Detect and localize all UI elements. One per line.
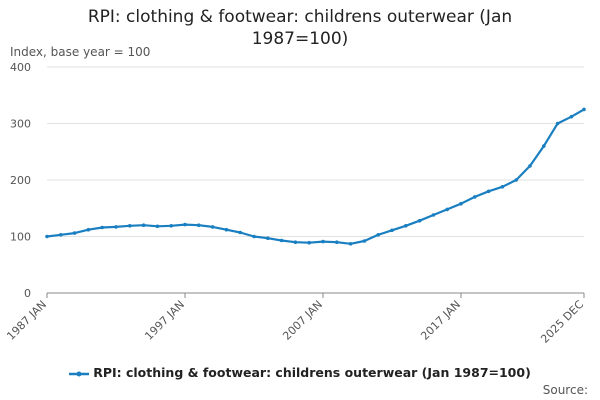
data-point — [45, 234, 49, 239]
data-point — [266, 236, 270, 240]
data-point — [321, 239, 325, 244]
data-point — [155, 224, 160, 229]
source-label: Source: — [542, 383, 588, 397]
data-point — [114, 225, 118, 229]
data-point — [431, 213, 436, 217]
data-point — [542, 144, 546, 148]
chart-title-line-1: RPI: clothing & footwear: childrens oute… — [87, 7, 513, 27]
data-point — [293, 240, 298, 244]
data-point — [183, 222, 187, 227]
data-point — [528, 164, 532, 168]
data-point — [128, 224, 132, 228]
data-point — [238, 230, 242, 235]
data-point — [555, 121, 560, 126]
data-point — [141, 223, 146, 227]
data-point — [100, 225, 104, 230]
data-point — [72, 231, 77, 235]
data-point — [459, 201, 463, 206]
axes: 0 100 200 300 400 1987 JAN 1997 JAN 2007 JAN 201… — [4, 61, 586, 346]
data-point — [335, 240, 339, 244]
data-point — [569, 114, 574, 119]
data-point — [514, 178, 518, 182]
y-axis-label: Index, base year = 100 — [10, 45, 151, 59]
data-point — [582, 107, 586, 112]
legend-label: RPI: clothing & footwear: childrens oute… — [93, 365, 531, 380]
data-point — [376, 233, 381, 237]
y-tick-label: 0 — [24, 287, 31, 300]
x-tick-label: 1987 JAN — [4, 298, 49, 343]
series-layer — [45, 107, 586, 246]
data-point — [224, 227, 229, 232]
data-point — [390, 228, 394, 233]
data-point — [348, 242, 353, 246]
data-point — [500, 185, 505, 189]
data-point — [473, 195, 477, 199]
data-point — [197, 223, 201, 227]
data-point — [279, 238, 284, 243]
data-point — [417, 218, 422, 223]
data-point — [486, 189, 491, 194]
gridlines — [47, 66, 584, 237]
legend: RPI: clothing & footwear: childrens oute… — [0, 365, 600, 380]
y-tick-label: 300 — [10, 118, 31, 131]
data-point — [210, 225, 215, 229]
x-tick-label: 2017 JAN — [418, 298, 463, 343]
chart-title-line-2: 1987=100) — [251, 29, 349, 49]
data-point — [362, 239, 367, 243]
x-tick-label: 2025 DEC — [538, 298, 586, 346]
data-point — [404, 224, 408, 228]
chart-title: RPI: clothing & footwear: childrens oute… — [0, 6, 600, 50]
data-point — [86, 227, 91, 232]
y-tick-label: 100 — [10, 231, 31, 244]
x-tick-label: 2007 JAN — [280, 298, 325, 343]
legend-swatch — [69, 371, 90, 376]
series-line — [45, 108, 586, 245]
data-point — [169, 224, 173, 228]
y-tick-label: 200 — [10, 174, 31, 187]
data-point — [252, 234, 256, 239]
x-tick-label: 1997 JAN — [142, 298, 187, 343]
data-point — [59, 233, 63, 237]
y-tick-label: 400 — [10, 61, 31, 74]
data-point — [445, 207, 450, 212]
data-point — [307, 240, 312, 245]
